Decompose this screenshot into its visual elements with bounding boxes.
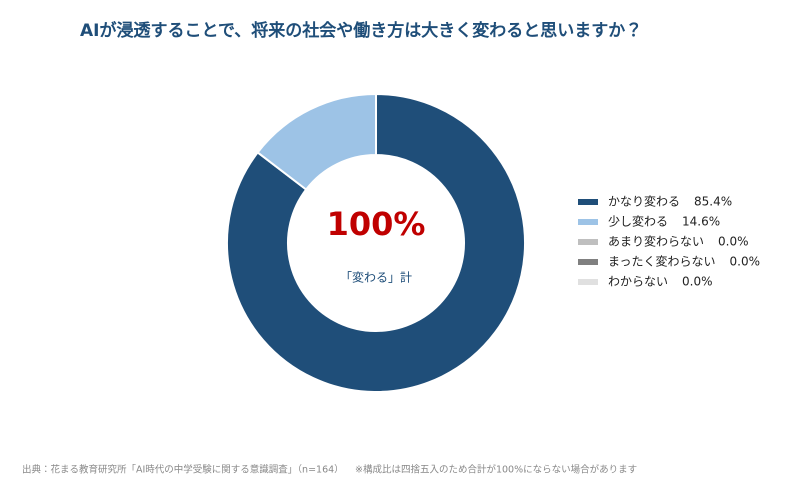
legend-label: 少し変わる <box>608 214 668 229</box>
legend-marker <box>578 199 598 205</box>
legend-label: かなり変わる <box>608 194 680 209</box>
legend: かなり変わる 85.4%少し変わる 14.6%あまり変わらない 0.0%まったく変わら… <box>578 194 760 289</box>
source: 出典：花まる教育研究所「AI時代の中学受験に関する意識調査」（n=164） <box>22 464 344 476</box>
center-label: 100% <box>327 205 426 243</box>
legend-marker <box>578 279 598 285</box>
center-sublabel: 「変わる」計 <box>340 270 412 285</box>
chart-title: AIが浸透することで、将来の社会や働き方は大きく変わると思いますか？ <box>80 20 642 41</box>
legend-marker <box>578 219 598 225</box>
legend-value: 14.6% <box>682 215 720 229</box>
legend-value: 0.0% <box>718 235 749 249</box>
note: ※構成比は四捨五入のため合計が100%にならない場合があります <box>355 464 637 476</box>
legend-value: 0.0% <box>730 255 761 269</box>
donut <box>226 92 526 393</box>
slice <box>226 92 526 393</box>
legend-value: 0.0% <box>682 275 713 289</box>
legend-label: わからない <box>608 275 668 289</box>
legend-label: まったく変わらない <box>608 254 716 269</box>
legend-value: 85.4% <box>694 195 732 209</box>
legend-marker <box>578 259 598 265</box>
legend-marker <box>578 239 598 245</box>
legend-label: あまり変わらない <box>608 234 704 249</box>
